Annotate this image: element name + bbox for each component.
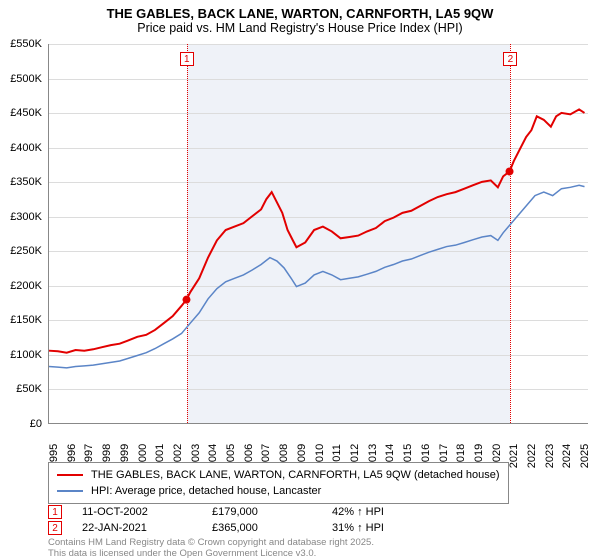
- event-price: £365,000: [212, 522, 312, 534]
- event-row: 2 22-JAN-2021 £365,000 31% ↑ HPI: [48, 520, 432, 536]
- event-row-marker: 1: [48, 505, 62, 519]
- x-tick-label: 2021: [508, 444, 520, 468]
- title-line1: THE GABLES, BACK LANE, WARTON, CARNFORTH…: [0, 6, 600, 21]
- x-tick-label: 2024: [561, 444, 573, 468]
- legend-label: THE GABLES, BACK LANE, WARTON, CARNFORTH…: [91, 469, 500, 481]
- y-tick-label: £550K: [10, 38, 42, 50]
- credits: Contains HM Land Registry data © Crown c…: [48, 538, 374, 560]
- legend-swatch: [57, 490, 83, 492]
- y-tick-label: £200K: [10, 280, 42, 292]
- y-tick-label: £300K: [10, 211, 42, 223]
- x-tick-label: 2025: [579, 444, 591, 468]
- line-series-svg: [49, 44, 588, 423]
- legend-row: HPI: Average price, detached house, Lanc…: [57, 483, 500, 499]
- title-block: THE GABLES, BACK LANE, WARTON, CARNFORTH…: [0, 0, 600, 39]
- y-tick-label: £100K: [10, 349, 42, 361]
- y-tick-label: £50K: [16, 383, 42, 395]
- x-tick-label: 2022: [526, 444, 538, 468]
- legend-row: THE GABLES, BACK LANE, WARTON, CARNFORTH…: [57, 467, 500, 483]
- x-axis-labels: 1995199619971998199920002001200220032004…: [48, 428, 588, 458]
- y-tick-label: £250K: [10, 245, 42, 257]
- event-table: 1 11-OCT-2002 £179,000 42% ↑ HPI 2 22-JAN-202…: [48, 504, 432, 536]
- x-tick-label: 2023: [544, 444, 556, 468]
- title-line2: Price paid vs. HM Land Registry's House …: [0, 21, 600, 35]
- event-hpi-delta: 42% ↑ HPI: [332, 506, 432, 518]
- y-tick-label: £150K: [10, 314, 42, 326]
- transaction-point: [182, 296, 190, 304]
- plot-area: 12: [48, 44, 588, 424]
- credits-line2: This data is licensed under the Open Gov…: [48, 549, 374, 560]
- legend-label: HPI: Average price, detached house, Lanc…: [91, 485, 321, 497]
- chart-area: £0£50K£100K£150K£200K£250K£300K£350K£400…: [48, 44, 588, 424]
- y-tick-label: £500K: [10, 73, 42, 85]
- event-date: 22-JAN-2021: [82, 522, 192, 534]
- event-row-marker: 2: [48, 521, 62, 535]
- legend: THE GABLES, BACK LANE, WARTON, CARNFORTH…: [48, 462, 509, 504]
- y-tick-label: £0: [30, 418, 42, 430]
- event-price: £179,000: [212, 506, 312, 518]
- y-axis-labels: £0£50K£100K£150K£200K£250K£300K£350K£400…: [4, 44, 44, 424]
- event-hpi-delta: 31% ↑ HPI: [332, 522, 432, 534]
- y-tick-label: £400K: [10, 142, 42, 154]
- legend-swatch: [57, 474, 83, 476]
- chart-container: THE GABLES, BACK LANE, WARTON, CARNFORTH…: [0, 0, 600, 560]
- event-row: 1 11-OCT-2002 £179,000 42% ↑ HPI: [48, 504, 432, 520]
- y-tick-label: £450K: [10, 107, 42, 119]
- y-tick-label: £350K: [10, 176, 42, 188]
- event-date: 11-OCT-2002: [82, 506, 192, 518]
- transaction-point: [506, 167, 514, 175]
